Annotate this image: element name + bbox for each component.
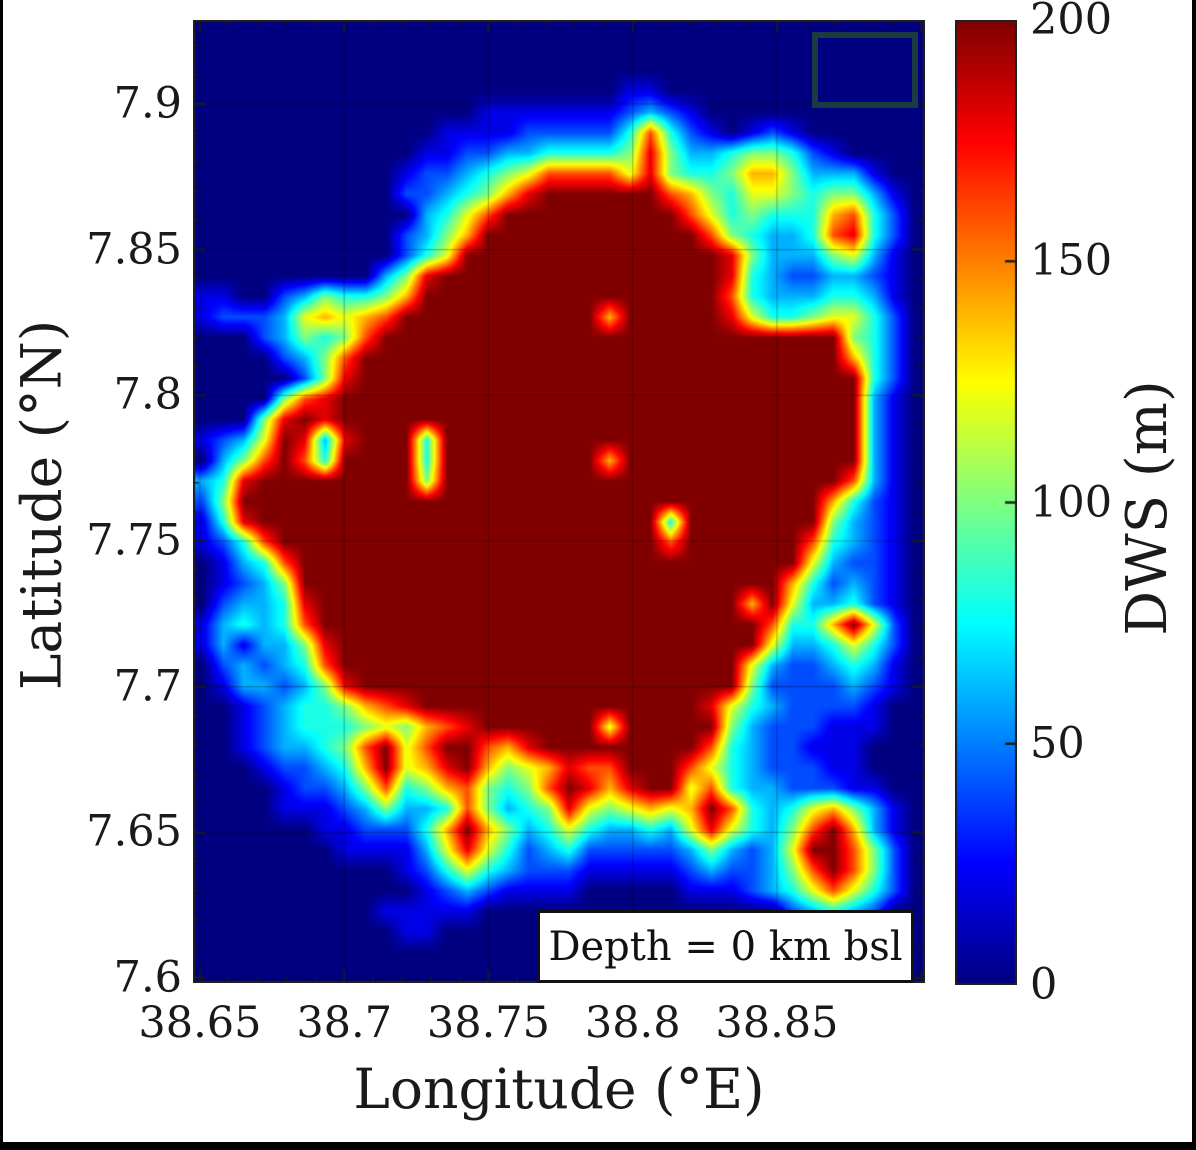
- colorbar-title: DWS (m): [1115, 380, 1180, 636]
- x-tick-label: 38.65: [138, 998, 262, 1048]
- x-tick-label: 38.7: [296, 998, 393, 1048]
- y-tick-label: 7.85: [86, 224, 182, 275]
- image-border-left: [0, 0, 3, 1150]
- depth-annotation-text: Depth = 0 km bsl: [548, 923, 903, 970]
- y-tick-label: 7.8: [113, 369, 182, 420]
- x-axis-title: Longitude (°E): [353, 1057, 765, 1121]
- heatmap-plot-canvas: [193, 20, 925, 983]
- y-axis-title: Latitude (°N): [9, 319, 74, 691]
- colorbar-gradient-canvas: [955, 20, 1017, 985]
- depth-annotation-box: Depth = 0 km bsl: [537, 910, 914, 983]
- y-tick-label: 7.7: [113, 661, 182, 712]
- y-tick-label: 7.6: [113, 952, 182, 1003]
- y-tick-label: 7.9: [113, 78, 182, 129]
- x-tick-label: 38.75: [426, 998, 551, 1048]
- image-border-right: [1192, 0, 1196, 1150]
- colorbar-tick-label: 150: [1030, 235, 1113, 286]
- colorbar-tick-label: 0: [1030, 959, 1058, 1010]
- colorbar-tick-label: 50: [1030, 718, 1085, 769]
- y-tick-label: 7.65: [86, 806, 182, 857]
- inset-region-rectangle: [812, 32, 918, 108]
- x-tick-label: 38.8: [584, 998, 681, 1048]
- x-tick-label: 38.85: [715, 998, 839, 1048]
- colorbar-tick-label: 200: [1030, 0, 1113, 45]
- colorbar-tick-label: 100: [1030, 477, 1113, 527]
- image-border-bottom: [0, 1142, 1196, 1150]
- y-tick-label: 7.75: [86, 515, 182, 566]
